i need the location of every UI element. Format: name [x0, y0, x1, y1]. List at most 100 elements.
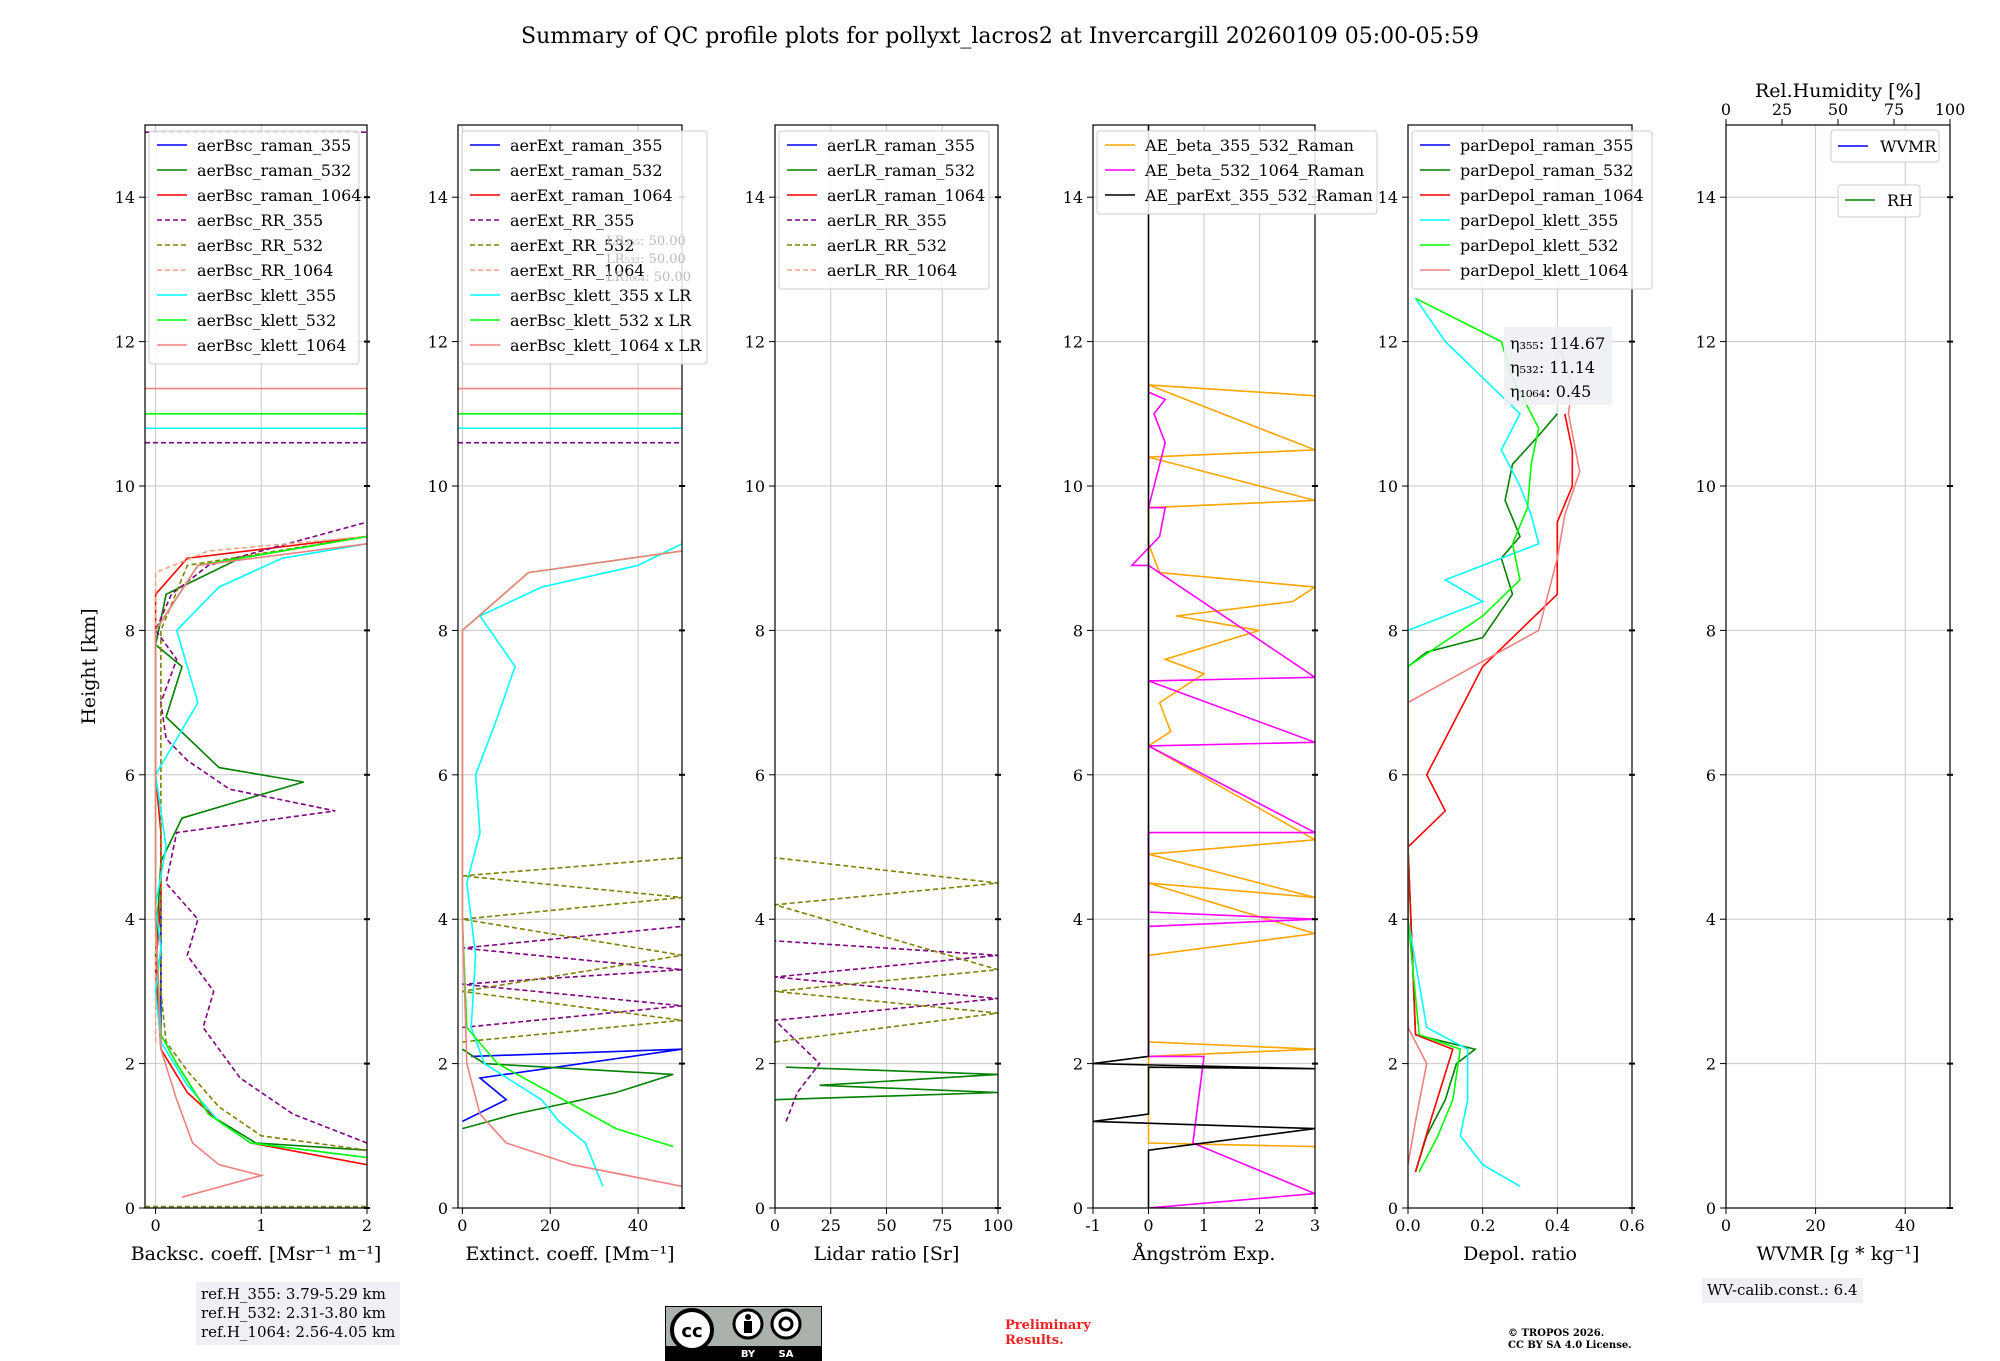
- y-tick-label: 8: [755, 621, 765, 640]
- y-tick-label: 4: [125, 910, 135, 929]
- eta-annotation: η₁₀₆₄: 0.45: [1510, 382, 1591, 401]
- legend-lidar_ratio: aerLR_raman_355 aerLR_raman_532 aerLR_rama…: [778, 130, 990, 290]
- preliminary-line-1: Preliminary: [1005, 1318, 1091, 1333]
- y-tick-label: 8: [438, 621, 448, 640]
- y-tick-label: 10: [1063, 477, 1083, 496]
- wv-calibration-box: WV-calib.const.: 6.4: [1702, 1278, 1863, 1303]
- legend-label: aerBsc_klett_1064: [197, 336, 346, 355]
- y-tick-label: 6: [125, 766, 135, 785]
- legend-label: aerLR_RR_532: [827, 236, 947, 255]
- series-aerBsc_klett_1064 x LR: [461, 550, 682, 1188]
- legend-label: parDepol_klett_355: [1460, 211, 1618, 230]
- legend-box: [1830, 129, 1940, 163]
- annotation-box: [1504, 327, 1612, 405]
- x-tick-label: 20: [1805, 1216, 1825, 1235]
- legend-label: aerLR_raman_355: [827, 136, 975, 155]
- data-backscatter: [145, 131, 367, 1208]
- y-tick-label: 2: [1388, 1055, 1398, 1074]
- legend-label: aerExt_raman_355: [510, 136, 663, 155]
- y-tick-label: 8: [1706, 621, 1716, 640]
- copyright-notice: © TROPOS 2026. CC BY SA 4.0 License.: [1508, 1328, 1632, 1352]
- x-tick-label: 0: [1143, 1216, 1153, 1235]
- y-tick-label: 2: [438, 1055, 448, 1074]
- y-tick-label: 6: [1388, 766, 1398, 785]
- legend-label: aerExt_raman_1064: [510, 186, 673, 205]
- legend-box: [1411, 130, 1653, 290]
- x-tick-label: 1: [1199, 1216, 1209, 1235]
- y-tick-label: 14: [745, 188, 765, 207]
- lr-annotation: LR₃₅₅: 50.00: [606, 234, 686, 249]
- top-tick-label: 75: [1884, 100, 1904, 119]
- series-AE_beta_532_1064_Raman: [1129, 391, 1315, 1208]
- y-tick-label: 14: [1063, 188, 1083, 207]
- y-tick-label: 4: [438, 910, 448, 929]
- y-tick-label: 14: [115, 188, 135, 207]
- series-parDepol_klett_532: [1408, 297, 1540, 1173]
- series-parDepol_raman_532: [1408, 413, 1558, 1173]
- series-AE_beta_355_532_Raman: [1146, 384, 1315, 1148]
- x-tick-label: -1: [1085, 1216, 1101, 1235]
- x-tick-label: 0: [1721, 1216, 1731, 1235]
- series-AE_parExt_355_532_Raman: [1093, 125, 1315, 1208]
- legend-box: [461, 130, 708, 365]
- y-tick-label: 10: [115, 477, 135, 496]
- y-tick-label: 6: [1073, 766, 1083, 785]
- x-tick-label: 0.2: [1470, 1216, 1495, 1235]
- data-angstrom: [1093, 125, 1315, 1208]
- legend-label: AE_parExt_355_532_Raman: [1144, 186, 1373, 205]
- series-aerExt_raman_355: [462, 1048, 682, 1123]
- annotation-extinction: LR₃₅₅: 50.00 LR₅₃₂: 50.00 LR₁₀₆₄: 50.00: [606, 234, 691, 285]
- x-tick-label: 0.6: [1619, 1216, 1644, 1235]
- x-tick-label: 0.0: [1395, 1216, 1420, 1235]
- series-aerBsc_RR_355: [154, 521, 367, 1144]
- legend-label: aerBsc_klett_355 x LR: [510, 286, 692, 305]
- x-tick-label: 2: [362, 1216, 372, 1235]
- x-axis-label: Backsc. coeff. [Msr⁻¹ m⁻¹]: [131, 1243, 382, 1265]
- svg-text:cc: cc: [681, 1321, 702, 1342]
- y-tick-label: 8: [1388, 621, 1398, 640]
- legend-label: aerLR_RR_355: [827, 211, 947, 230]
- axes-frame: [1725, 124, 1951, 1209]
- y-tick-label: 6: [438, 766, 448, 785]
- y-tick-label: 2: [1706, 1055, 1716, 1074]
- y-tick-label: 12: [1063, 333, 1083, 352]
- legend-label: aerExt_RR_532: [510, 236, 634, 255]
- cc-sa-label: SA: [779, 1349, 794, 1360]
- legend-label: aerExt_RR_1064: [510, 261, 645, 280]
- legend-label: aerBsc_raman_355: [197, 136, 351, 155]
- data-extinction: [458, 387, 682, 1188]
- legend-label: aerLR_RR_1064: [827, 261, 957, 280]
- legend-label: AE_beta_355_532_Raman: [1144, 136, 1354, 155]
- legend-label: AE_beta_532_1064_Raman: [1144, 161, 1364, 180]
- legend-label: aerBsc_klett_532: [197, 311, 336, 330]
- panel-extinction: 0 20 40 0 2 4 6 8 10 12 14 Extinct. coeff. [Mm⁻¹] ae…: [428, 124, 708, 1265]
- series-aerBsc_klett_355 x LR: [465, 543, 682, 1187]
- legend-label: aerBsc_raman_1064: [197, 186, 362, 205]
- cc-logo-icon: cc: [670, 1308, 714, 1352]
- y-tick-label: 10: [1696, 477, 1716, 496]
- y-tick-label: 14: [428, 188, 448, 207]
- y-tick-label: 4: [1388, 910, 1398, 929]
- lr-annotation: LR₁₀₆₄: 50.00: [606, 270, 691, 285]
- data-lidar_ratio: [775, 857, 998, 1122]
- x-tick-label: 25: [821, 1216, 841, 1235]
- x-tick-label: 75: [932, 1216, 952, 1235]
- wv-calib-const: WV-calib.const.: 6.4: [1707, 1281, 1858, 1299]
- y-tick-label: 0: [1073, 1199, 1083, 1218]
- x-tick-label: 3: [1310, 1216, 1320, 1235]
- top-tick-label: 0: [1721, 100, 1731, 119]
- legend-label: aerLR_raman_532: [827, 161, 975, 180]
- panel-lidar_ratio: 0 25 50 75 100 0 2 4 6 8 10 12 14 Lidar ratio [Sr] aer…: [745, 124, 1013, 1265]
- y-tick-label: 4: [1073, 910, 1083, 929]
- legend-box: [1096, 130, 1378, 215]
- x-axis-label: Depol. ratio: [1463, 1243, 1577, 1265]
- reference-height-box: ref.H_355: 3.79-5.29 km ref.H_532: 2.31-…: [196, 1282, 401, 1345]
- legend-label: aerLR_raman_1064: [827, 186, 985, 205]
- cc-by-label: BY: [741, 1349, 756, 1360]
- preliminary-line-2: Results.: [1005, 1333, 1064, 1348]
- x-tick-label: 0: [150, 1216, 160, 1235]
- panel-wv: 0 20 40 0 2 4 6 8 10 12 14 WVMR [g * kg⁻¹] 0 25 50 75 10…: [1696, 80, 1966, 1265]
- legend-label: aerExt_raman_532: [510, 161, 663, 180]
